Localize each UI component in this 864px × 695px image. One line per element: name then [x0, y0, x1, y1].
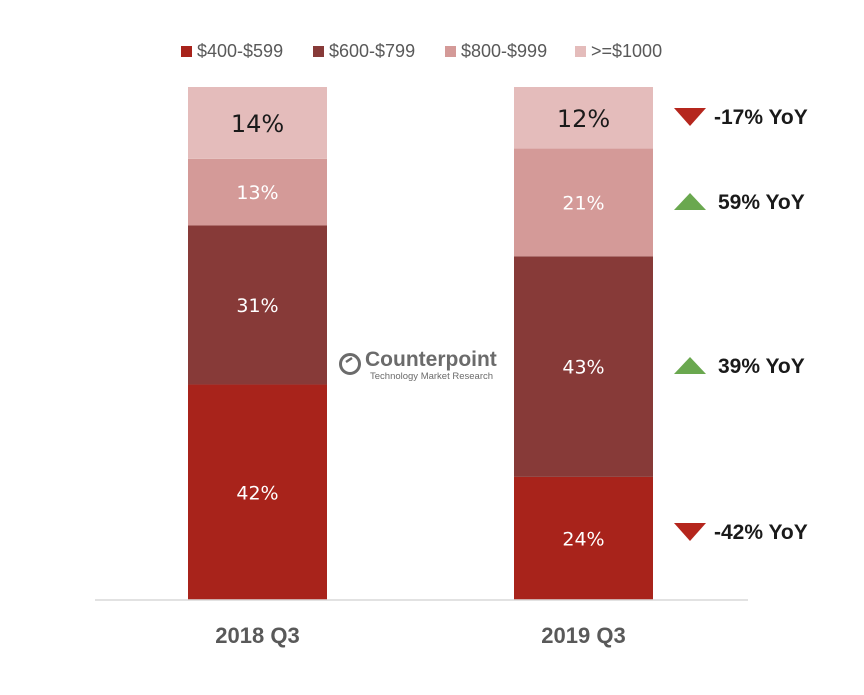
x-tick-2019-q3: 2019 Q3 [541, 623, 625, 648]
counterpoint-logo-icon-tick [345, 356, 353, 364]
data-label-2019-q3-1000: 12% [557, 105, 610, 133]
up-arrow-icon-800-999 [674, 193, 706, 210]
counterpoint-logo-icon [339, 353, 361, 375]
yoy-label-1000: -17% YoY [714, 106, 808, 129]
legend-swatch-400-599 [181, 46, 192, 57]
yoy-annotations: -17% YoY 59% YoY 39% YoY -42% YoY [674, 106, 808, 544]
legend-swatch-600-799 [313, 46, 324, 57]
bar-segment-2019-q3-600-799 [514, 256, 653, 477]
legend-label-400-599: $400-$599 [197, 41, 283, 61]
data-label-2019-q3-600-799: 43% [562, 357, 604, 379]
up-arrow-icon-600-799 [674, 357, 706, 374]
bar-segment-2018-q3-400-599 [188, 384, 327, 600]
x-tick-labels: 2018 Q3 2019 Q3 [215, 623, 625, 648]
data-label-2019-q3-400-599: 24% [562, 528, 604, 550]
data-label-2018-q3-1000: 14% [231, 110, 284, 138]
bar-segment-2018-q3-600-799 [188, 225, 327, 385]
bars: 42% 31% 13% 14% 24% 43% 21% 12% [188, 87, 653, 600]
bar-segment-2019-q3-1000 [514, 87, 653, 149]
legend: $400-$599 $600-$799 $800-$999 >=$1000 [181, 41, 662, 61]
x-tick-2018-q3: 2018 Q3 [215, 623, 299, 648]
bar-segment-2019-q3-800-999 [514, 148, 653, 257]
bar-segment-2018-q3-1000 [188, 87, 327, 159]
down-arrow-icon-1000 [674, 108, 706, 126]
down-arrow-icon-400-599 [674, 523, 706, 541]
legend-swatch-800-999 [445, 46, 456, 57]
data-label-2018-q3-400-599: 42% [236, 482, 278, 504]
data-label-2019-q3-800-999: 21% [562, 192, 604, 214]
data-label-2018-q3-600-799: 31% [236, 295, 278, 317]
yoy-label-800-999: 59% YoY [718, 191, 805, 214]
yoy-label-400-599: -42% YoY [714, 521, 808, 544]
yoy-label-600-799: 39% YoY [718, 355, 805, 378]
watermark-name: Counterpoint [365, 348, 497, 371]
bar-segment-2018-q3-800-999 [188, 158, 327, 226]
legend-swatch-1000 [575, 46, 586, 57]
bar-segment-2019-q3-400-599 [514, 476, 653, 600]
legend-label-800-999: $800-$999 [461, 41, 547, 61]
counterpoint-logo: Counterpoint Technology Market Research [339, 348, 497, 382]
watermark-tagline: Technology Market Research [370, 371, 493, 382]
legend-label-1000: >=$1000 [591, 41, 662, 61]
data-label-2018-q3-800-999: 13% [236, 182, 278, 204]
legend-label-600-799: $600-$799 [329, 41, 415, 61]
